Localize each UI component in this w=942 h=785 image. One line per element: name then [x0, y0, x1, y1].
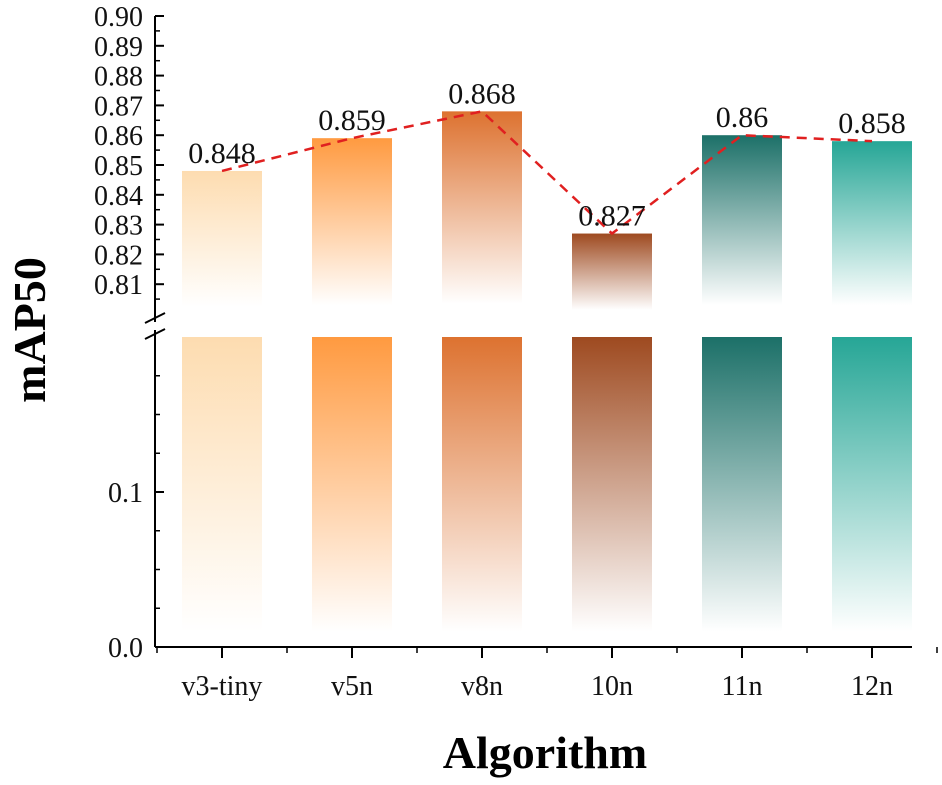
- x-tick-label-v3-tiny: v3-tiny: [182, 671, 263, 702]
- x-tick-label-10n: 10n: [591, 671, 633, 702]
- x-tick-label-11n: 11n: [722, 671, 763, 702]
- trend-line-group: [221, 110, 873, 236]
- y-tick-label-0.85: 0.85: [94, 151, 143, 182]
- data-label-10n: 0.827: [578, 200, 646, 233]
- data-labels: 0.848 0.859 0.868 0.827 0.86 0.858: [188, 77, 906, 232]
- y-tick-label-0.81: 0.81: [94, 270, 143, 301]
- bar-lower-v5n: [312, 337, 392, 647]
- x-tick-label-v8n: v8n: [461, 671, 503, 702]
- bar-upper-11n: [702, 135, 782, 314]
- bars-lower-segment: [182, 337, 912, 647]
- bar-upper-12n: [832, 141, 912, 314]
- bar-lower-v8n: [442, 337, 522, 647]
- y-tick-label-0.1: 0.1: [108, 478, 143, 509]
- bar-upper-v5n: [312, 138, 392, 314]
- y-tick-label-0.87: 0.87: [94, 91, 143, 122]
- y-tick-label-0.90: 0.90: [94, 2, 143, 33]
- x-axis-title: Algorithm: [443, 727, 647, 778]
- bar-upper-v8n: [442, 111, 522, 314]
- bar-lower-v3-tiny: [182, 337, 262, 647]
- y-tick-label-0.89: 0.89: [94, 32, 143, 63]
- y-tick-label-0.88: 0.88: [94, 62, 143, 93]
- bar-upper-v3-tiny: [182, 170, 262, 314]
- x-tick-label-12n: 12n: [851, 671, 893, 702]
- y-axis-title: mAP50: [4, 257, 55, 403]
- y-tick-label-0.84: 0.84: [94, 181, 143, 212]
- bar-lower-10n: [572, 337, 652, 647]
- y-tick-label-0.86: 0.86: [94, 121, 143, 152]
- axis-break-mark-1: [144, 328, 166, 340]
- x-tick-label-v5n: v5n: [331, 671, 373, 702]
- data-label-v3-tiny: 0.848: [188, 137, 256, 170]
- y-tick-label-0.83: 0.83: [94, 211, 143, 242]
- data-label-v5n: 0.859: [318, 104, 386, 137]
- data-label-v8n: 0.868: [448, 77, 516, 110]
- bar-upper-10n: [572, 233, 652, 314]
- bars-upper-segment: [182, 111, 912, 314]
- data-label-11n: 0.86: [716, 101, 769, 134]
- data-label-12n: 0.858: [838, 107, 906, 140]
- bar-lower-12n: [832, 337, 912, 647]
- y-tick-label-0.0: 0.0: [108, 633, 143, 664]
- axis-break-mark-0: [144, 312, 166, 324]
- bar-lower-11n: [702, 337, 782, 647]
- y-tick-label-0.82: 0.82: [94, 240, 143, 271]
- axes: 0.810.820.830.840.850.860.870.880.890.90…: [94, 2, 938, 702]
- trend-line: [221, 110, 873, 236]
